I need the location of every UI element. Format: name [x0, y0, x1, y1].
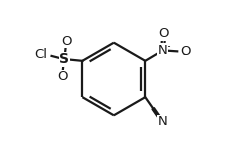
Text: O: O [57, 70, 68, 83]
Text: O: O [180, 45, 190, 58]
Text: -: - [182, 49, 186, 59]
Text: +: + [162, 42, 170, 52]
Text: O: O [61, 35, 71, 48]
Text: O: O [158, 27, 169, 40]
Text: N: N [158, 44, 168, 57]
Text: N: N [158, 115, 167, 128]
Text: Cl: Cl [34, 48, 47, 61]
Text: S: S [59, 52, 69, 66]
